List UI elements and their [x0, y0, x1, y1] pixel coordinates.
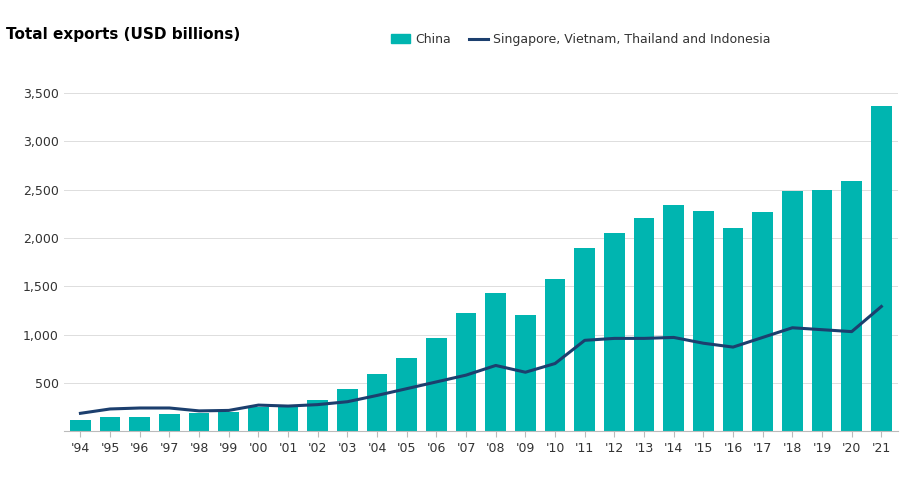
Bar [129, 416, 150, 431]
Bar [812, 190, 833, 431]
Bar [634, 218, 654, 431]
Bar [278, 406, 299, 431]
Bar [545, 279, 565, 431]
Bar [70, 419, 91, 431]
Bar [159, 414, 180, 431]
Bar [366, 374, 387, 431]
Bar [515, 315, 536, 431]
Bar [100, 417, 121, 431]
Legend: China, Singapore, Vietnam, Thailand and Indonesia: China, Singapore, Vietnam, Thailand and … [391, 33, 770, 46]
Text: Total exports (USD billions): Total exports (USD billions) [5, 27, 240, 42]
Bar [723, 228, 744, 431]
Bar [752, 213, 773, 431]
Bar [308, 400, 328, 431]
Bar [426, 338, 447, 431]
Bar [485, 293, 507, 431]
Bar [397, 358, 417, 431]
Bar [841, 181, 862, 431]
Bar [693, 211, 714, 431]
Bar [782, 191, 802, 431]
Bar [455, 313, 476, 431]
Bar [871, 106, 892, 431]
Bar [604, 233, 625, 431]
Bar [663, 205, 684, 431]
Bar [574, 247, 595, 431]
Bar [189, 414, 210, 431]
Bar [248, 407, 268, 431]
Bar [337, 389, 358, 431]
Bar [218, 413, 239, 431]
